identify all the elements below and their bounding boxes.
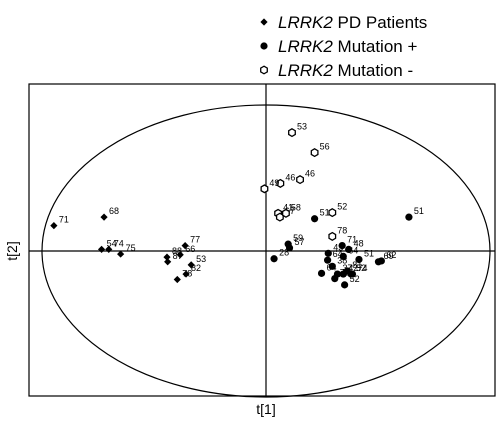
series-1-point-16-label: 74 <box>357 263 367 273</box>
series-1-point-7-label: 43 <box>333 242 343 252</box>
series-0-point-11 <box>173 275 181 284</box>
series-1-point-19 <box>347 270 355 278</box>
series-1-point-10-label: 38 <box>337 255 347 265</box>
x-axis-label: t[1] <box>256 401 275 417</box>
plot-frame <box>28 83 496 397</box>
series-1-point-19-label: 52 <box>356 263 366 273</box>
series-0-point-8 <box>181 241 189 250</box>
series-2-point-7-label: 58 <box>291 202 301 212</box>
series-0-point-2-label: 74 <box>114 238 124 248</box>
y-axis-label: t[2] <box>4 241 20 260</box>
series-1-point-6-label: 28 <box>279 248 289 258</box>
series-0-point-6-label: 88 <box>172 246 182 256</box>
series-1-point-20-label: 76 <box>340 268 350 278</box>
series-1-point-0 <box>311 215 319 223</box>
series-2-point-4-label: 49 <box>269 178 279 188</box>
series-1-point-20 <box>331 274 339 283</box>
series-1-point-8-label: 64 <box>333 249 343 259</box>
series-1-point-1-label: 51 <box>414 206 424 216</box>
series-1-point-12-label: 69 <box>383 251 393 261</box>
legend-marker-1 <box>260 42 268 50</box>
legend-marker-0 <box>260 18 268 26</box>
series-0-point-11-label: 78 <box>182 268 192 278</box>
series-1-point-11 <box>355 255 363 264</box>
series-2-point-2 <box>296 175 304 185</box>
series-2-point-7 <box>281 208 290 218</box>
series-2-point-0-label: 53 <box>297 122 307 132</box>
series-1-point-18 <box>339 270 347 278</box>
series-1-point-21-label: 52 <box>350 274 360 284</box>
series-1-point-14-label: 81 <box>352 260 362 270</box>
series-0-point-0 <box>50 221 58 230</box>
series-0-point-8-label: 77 <box>190 235 200 245</box>
series-1-point-4 <box>338 241 346 250</box>
series-2-point-3-label: 46 <box>285 172 295 182</box>
series-0-point-3-label: 54 <box>107 238 117 248</box>
series-1-point-2-label: 59 <box>293 233 303 243</box>
series-1-point-18-label: 42 <box>348 263 358 273</box>
series-2-point-4 <box>260 184 269 194</box>
series-1-point-15-label: 64 <box>327 262 337 272</box>
series-1-point-3 <box>285 244 294 252</box>
series-1-point-5-label: 48 <box>354 238 364 248</box>
data-points: 7168745475878866775382785151595771482843… <box>50 122 424 289</box>
series-1-point-21 <box>341 281 349 289</box>
series-0-point-7 <box>176 251 184 259</box>
series-2-point-1 <box>310 148 319 158</box>
series-1-point-4-label: 71 <box>347 235 357 245</box>
series-0-point-0-label: 71 <box>59 215 69 225</box>
series-2-point-2-label: 46 <box>305 169 315 179</box>
series-1-point-1 <box>405 213 413 221</box>
series-2-point-0 <box>288 128 296 138</box>
series-2-point-9 <box>328 231 337 241</box>
series-1-point-8 <box>324 256 332 264</box>
series-0-point-1-label: 68 <box>109 206 119 216</box>
series-1-point-5 <box>345 245 353 253</box>
series-2-point-8 <box>328 208 337 218</box>
series-1-point-9 <box>339 252 347 261</box>
series-2-point-9-label: 78 <box>337 225 347 235</box>
series-0-point-10-label: 82 <box>191 263 201 273</box>
series-1-point-7 <box>324 249 332 257</box>
series-0-point-1 <box>100 213 108 221</box>
series-0-point-4-label: 75 <box>126 243 136 253</box>
series-1-point-13 <box>377 257 385 265</box>
series-0-point-5 <box>164 258 172 266</box>
legend-entry-2: LRRK2 Mutation - <box>278 61 413 80</box>
series-1-point-10 <box>328 262 336 270</box>
series-1-point-9-label: 64 <box>348 245 358 255</box>
series-0-point-6 <box>163 253 171 261</box>
series-2-point-1-label: 56 <box>320 142 330 152</box>
series-1-point-13-label: 62 <box>386 250 396 260</box>
series-0-point-2 <box>105 245 113 253</box>
legend-entry-1: LRRK2 Mutation + <box>278 37 417 56</box>
series-2-point-5-label: 41 <box>283 202 293 212</box>
series-1-point-17-label: 37 <box>342 263 352 273</box>
legend: LRRK2 PD Patients LRRK2 Mutation + LRRK2 M… <box>260 13 427 80</box>
series-0-point-10 <box>182 270 190 278</box>
series-2-point-8-label: 52 <box>337 202 347 212</box>
series-0-point-7-label: 66 <box>185 244 195 254</box>
series-1-point-0-label: 51 <box>320 208 330 218</box>
series-0-point-4 <box>117 250 125 258</box>
series-2-point-6-label: 67 <box>285 206 295 216</box>
series-1-point-6 <box>270 255 278 263</box>
series-1-point-15 <box>317 269 326 277</box>
series-0-point-9-label: 53 <box>196 254 206 264</box>
series-0-point-9 <box>187 261 195 269</box>
series-0-point-3 <box>97 245 106 253</box>
series-1-point-11-label: 51 <box>364 248 374 258</box>
series-1-point-3-label: 57 <box>295 237 305 247</box>
legend-marker-2 <box>260 65 268 75</box>
legend-entry-0: LRRK2 PD Patients <box>278 13 427 32</box>
series-2-point-3 <box>276 178 285 188</box>
